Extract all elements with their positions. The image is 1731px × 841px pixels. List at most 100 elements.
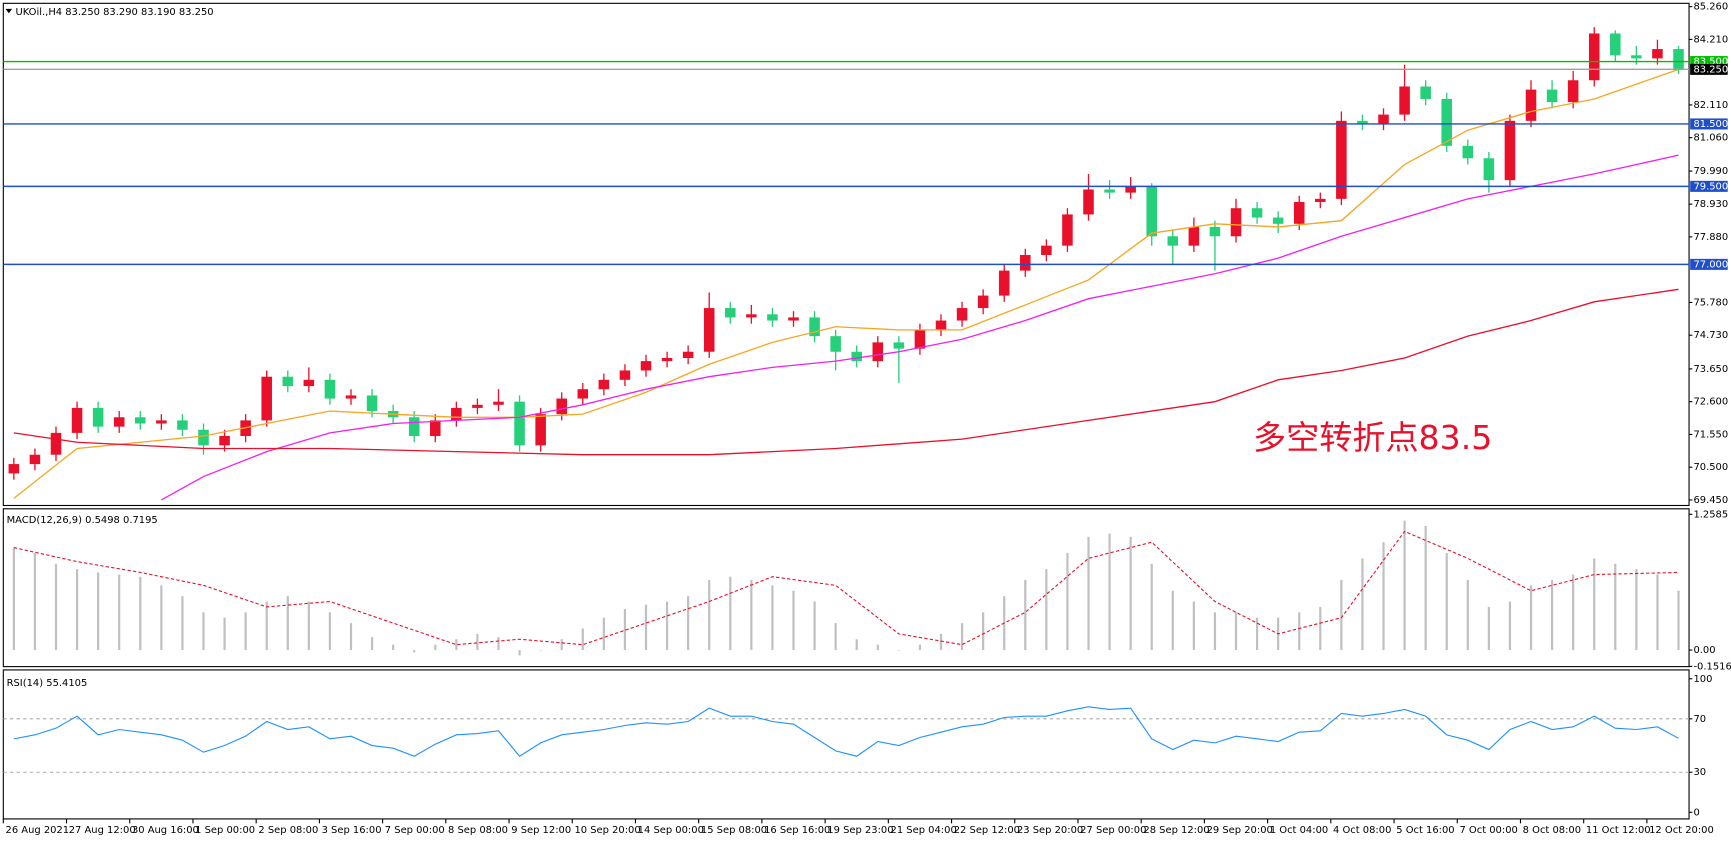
candle-body <box>998 270 1010 296</box>
macd-bar <box>792 590 795 651</box>
candle-body <box>872 342 884 362</box>
x-tick-label: 5 Oct 16:00 <box>1396 825 1454 836</box>
candle-body <box>71 407 83 433</box>
macd-bar <box>1361 558 1364 651</box>
candle-body <box>1209 226 1221 237</box>
candle-body <box>8 464 20 474</box>
macd-bar <box>413 650 416 653</box>
candle-body <box>661 357 673 362</box>
candle-body <box>1315 198 1326 202</box>
y-tick-label: 82.110 <box>1693 100 1728 111</box>
macd-bar <box>370 637 374 651</box>
candle-body <box>1588 33 1600 81</box>
macd-bar <box>1024 579 1027 651</box>
x-tick-label: 9 Sep 12:00 <box>511 825 571 836</box>
macd-bar <box>1550 579 1554 651</box>
x-tick-label: 1 Sep 00:00 <box>195 825 255 836</box>
macd-bar <box>1445 552 1448 651</box>
x-tick-label: 23 Sep 20:00 <box>1017 825 1083 836</box>
candle-body <box>619 370 631 380</box>
y-tick-label: 0.00 <box>1693 645 1715 656</box>
candle-body <box>1251 208 1263 218</box>
macd-bar <box>960 623 964 651</box>
macd-bar <box>1298 612 1301 651</box>
macd-bar <box>1108 533 1111 651</box>
rsi-panel-frame <box>2 669 1690 820</box>
candle-body <box>1272 217 1284 224</box>
x-tick-label: 8 Sep 08:00 <box>448 825 508 836</box>
candle-body <box>1020 255 1031 271</box>
candle-body <box>935 320 947 330</box>
y-tick-label: -0.1516 <box>1693 661 1731 672</box>
candle-body <box>345 395 357 399</box>
level-label-box <box>1690 180 1728 192</box>
macd-bar <box>1192 601 1195 651</box>
macd-bar <box>1424 526 1427 651</box>
macd-bar <box>1614 563 1617 651</box>
candle-body <box>156 420 167 424</box>
moving-average-line <box>161 154 1679 501</box>
candle-body <box>893 342 905 349</box>
candle-body <box>1441 98 1452 146</box>
candle-body <box>451 407 462 421</box>
macd-bar <box>1529 585 1533 651</box>
macd-bar <box>581 628 584 651</box>
macd-bar <box>139 576 142 651</box>
x-tick-label: 30 Aug 16:00 <box>132 825 199 836</box>
candle-body <box>809 317 820 337</box>
macd-bar <box>1234 612 1238 651</box>
annotation: 多空转折点83.5 <box>1253 418 1492 457</box>
candle-body <box>113 417 125 427</box>
level-label: 77.000 <box>1693 259 1728 270</box>
candle-body <box>598 379 610 390</box>
x-tick-label: 10 Sep 20:00 <box>574 825 640 836</box>
candle-body <box>324 379 336 399</box>
candle-body <box>830 336 841 352</box>
candle-body <box>1462 145 1474 159</box>
moving-average-line <box>13 288 1679 456</box>
menu-triangle <box>5 8 13 14</box>
candle-body <box>1525 89 1537 121</box>
candle-body <box>1293 201 1305 224</box>
candle-body <box>1399 86 1410 115</box>
x-tick-label: 21 Sep 04:00 <box>891 825 957 836</box>
x-tick-label: 28 Sep 12:00 <box>1143 825 1209 836</box>
candle-body <box>977 295 989 309</box>
candle-body <box>366 395 378 412</box>
x-tick-label: 19 Sep 23:00 <box>827 825 893 836</box>
candle-body <box>1631 55 1642 59</box>
main-panel-frame <box>2 2 1690 507</box>
x-tick-label: 12 Oct 20:00 <box>1649 825 1714 836</box>
candle-body <box>1104 189 1115 193</box>
candle-body <box>1610 33 1621 56</box>
x-tick-label: 3 Sep 16:00 <box>322 825 382 836</box>
macd-bar <box>1677 590 1680 651</box>
candle-body <box>1146 186 1157 237</box>
macd-bar <box>97 572 100 651</box>
candle-body <box>29 454 41 465</box>
y-tick-label: 85.260 <box>1693 2 1728 13</box>
candle-body <box>177 420 188 430</box>
macd-bar <box>1403 520 1406 651</box>
candle-body <box>92 407 104 427</box>
x-tick-label: 2 Sep 08:00 <box>258 825 318 836</box>
macd-bar <box>1656 574 1659 651</box>
macd-bar <box>1508 601 1512 651</box>
candle-body <box>1125 186 1136 193</box>
macd-bar <box>750 579 753 651</box>
x-tick-label: 1 Oct 04:00 <box>1270 825 1328 836</box>
candle-body <box>1420 86 1431 99</box>
candle-body <box>535 414 546 446</box>
macd-bar <box>518 650 521 656</box>
macd-bar <box>918 644 922 651</box>
candle-body <box>1504 120 1516 181</box>
y-tick-label: 70 <box>1693 714 1706 725</box>
macd-bar <box>1635 569 1638 651</box>
y-tick-label: 70.500 <box>1693 462 1728 473</box>
macd-signal-line <box>13 530 1679 646</box>
candle-body <box>1483 158 1495 181</box>
candle-body <box>1336 120 1347 199</box>
macd-bar <box>202 612 205 651</box>
